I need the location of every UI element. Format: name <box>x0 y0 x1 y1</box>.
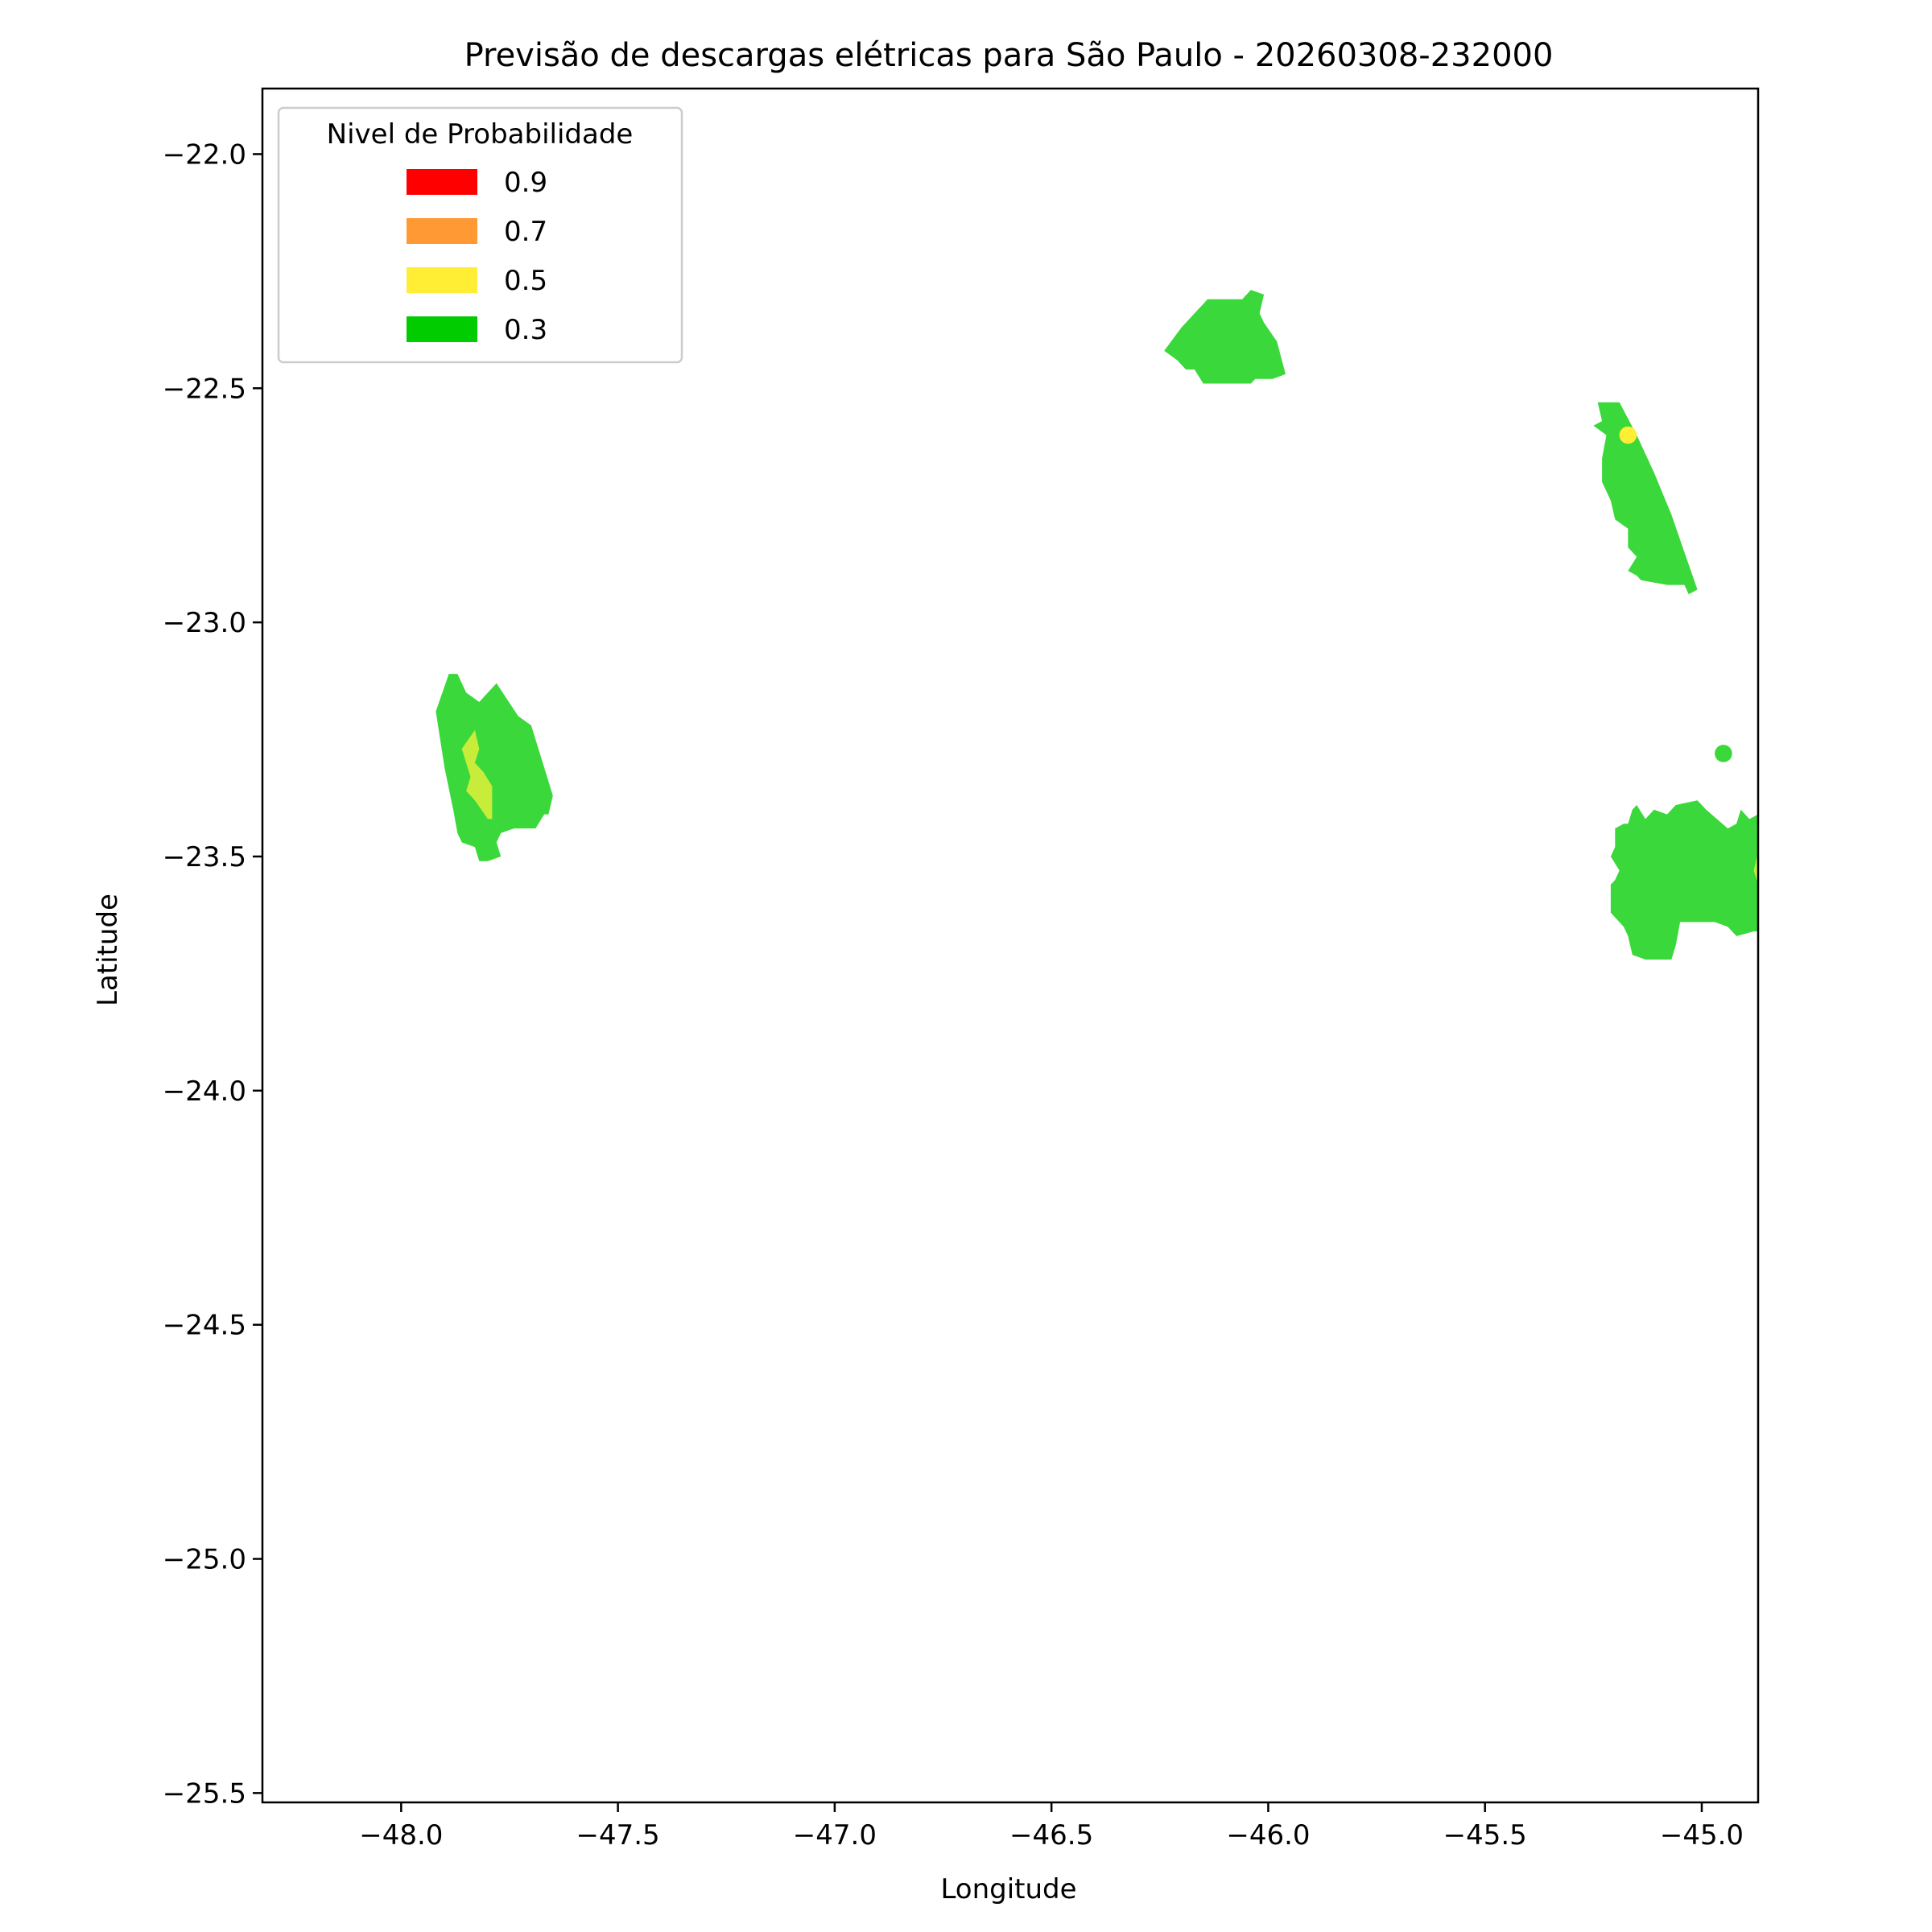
spot-northeast <box>1619 426 1637 444</box>
x-tick-label: −45.0 <box>1660 1819 1744 1852</box>
legend-swatch <box>407 218 477 244</box>
y-axis: −22.0 −22.5 −23.0 −23.5 −24.0 −24.5 −25.0 −25.5 <box>163 138 262 1810</box>
y-tick-label: −23.0 <box>163 607 246 639</box>
x-tick-label: −45.5 <box>1443 1819 1527 1852</box>
probability-spots <box>1619 426 1732 762</box>
y-tick-label: −24.5 <box>163 1310 246 1342</box>
chart-title: Previsão de descargas elétricas para São… <box>464 37 1554 74</box>
legend-swatch <box>407 169 477 195</box>
x-tick-label: −46.0 <box>1226 1819 1310 1852</box>
y-tick-label: −24.0 <box>163 1075 246 1108</box>
legend-label: 0.9 <box>504 167 547 199</box>
y-tick-label: −22.0 <box>163 138 246 171</box>
legend: Nivel de Probabilidade 0.9 0.7 0.5 0.3 <box>277 106 683 364</box>
y-tick-label: −22.5 <box>163 373 246 405</box>
legend-title: Nivel de Probabilidade <box>327 118 634 151</box>
x-tick-label: −47.0 <box>793 1819 877 1852</box>
y-tick-label: −25.5 <box>163 1777 246 1810</box>
plot-area <box>262 89 1758 1802</box>
legend-swatch <box>407 316 477 342</box>
probability-regions <box>436 290 1758 960</box>
y-axis-label: Latitude <box>92 894 124 1006</box>
legend-entries: 0.9 0.7 0.5 0.3 <box>407 167 547 346</box>
region-east <box>1610 800 1758 960</box>
legend-label: 0.5 <box>504 265 547 297</box>
legend-box <box>277 106 683 364</box>
spot-east <box>1715 745 1732 762</box>
region-northeast <box>1593 402 1698 595</box>
legend-label: 0.3 <box>504 314 547 346</box>
plot-frame <box>261 87 1760 1804</box>
region-west <box>436 674 553 861</box>
x-axis: −48.0 −47.5 −47.0 −46.5 −46.0 −45.5 −45.0 <box>359 1802 1744 1852</box>
y-tick-label: −25.0 <box>163 1544 246 1576</box>
x-tick-label: −47.5 <box>576 1819 660 1852</box>
region-east-edge <box>1753 852 1758 885</box>
x-tick-label: −48.0 <box>359 1819 443 1852</box>
y-tick-label: −23.5 <box>163 841 246 873</box>
x-tick-label: −46.5 <box>1009 1819 1093 1852</box>
legend-label: 0.7 <box>504 216 547 248</box>
region-west-core <box>461 729 493 819</box>
legend-swatch <box>407 267 477 293</box>
region-north <box>1164 290 1286 384</box>
x-axis-label: Longitude <box>940 1873 1076 1905</box>
